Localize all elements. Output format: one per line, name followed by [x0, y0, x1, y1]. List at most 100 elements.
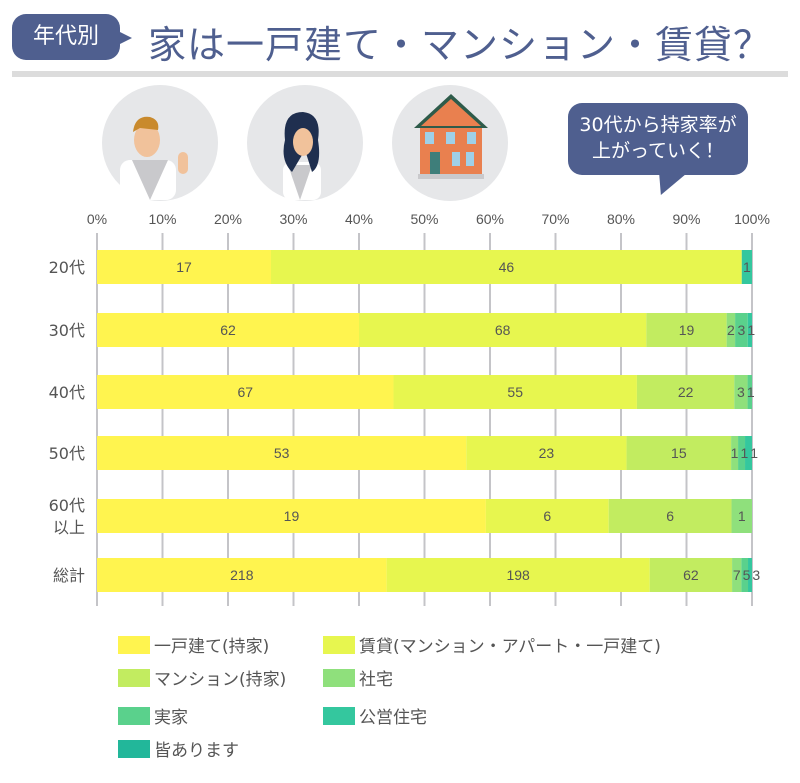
bar-segment: [646, 313, 727, 347]
data-label: 17: [176, 259, 192, 275]
legend-item: 一戸建て(持家): [118, 632, 269, 657]
data-label: 23: [539, 445, 555, 461]
man-avatar-icon: [102, 85, 218, 201]
bar-segment: [626, 436, 732, 470]
data-label: 22: [678, 384, 694, 400]
data-label: 55: [507, 384, 523, 400]
category-label: 以上: [53, 518, 85, 537]
bar-segment: [97, 558, 387, 592]
legend-swatch: [118, 668, 150, 687]
data-label: 1: [747, 384, 755, 400]
data-label: 6: [666, 508, 674, 524]
legend-label: 皆あります: [154, 741, 239, 761]
category-label: 40代: [49, 383, 85, 402]
legend-swatch: [118, 706, 150, 725]
data-label: 19: [679, 322, 695, 338]
legend-label: 賃貸(マンション・アパート・一戸建て): [359, 637, 661, 657]
data-label: 7: [733, 567, 741, 583]
data-label: 62: [220, 322, 236, 338]
x-tick-label: 60%: [476, 211, 504, 227]
legend-swatch: [118, 739, 150, 758]
legend-label: 一戸建て(持家): [154, 637, 270, 657]
legend-label: マンション(持家): [154, 670, 287, 690]
x-tick-label: 70%: [541, 211, 569, 227]
bar-segment: [735, 313, 748, 347]
data-label: 67: [237, 384, 253, 400]
data-label: 6: [543, 508, 551, 524]
category-label: 総計: [53, 566, 85, 585]
x-tick-label: 20%: [214, 211, 242, 227]
legend-item: 皆あります: [118, 736, 239, 761]
data-label: 1: [731, 445, 739, 461]
legend-item: マンション(持家): [118, 665, 286, 690]
bar-segment: [97, 499, 486, 533]
woman-avatar-icon: [247, 85, 363, 201]
legend-label: 実家: [154, 708, 188, 728]
x-tick-label: 0%: [87, 211, 107, 227]
data-label: 15: [671, 445, 687, 461]
callout-bubble: 30代から持家率が 上がっていく！: [568, 103, 748, 175]
data-label: 46: [499, 259, 515, 275]
bar-segment: [745, 436, 752, 470]
category-label: 50代: [49, 444, 85, 463]
bar-segment: [732, 558, 742, 592]
bar-segment: [466, 436, 627, 470]
legend-item: 社宅: [323, 665, 393, 690]
data-label: 62: [683, 567, 699, 583]
x-tick-label: 50%: [410, 211, 438, 227]
data-label: 68: [495, 322, 511, 338]
legend-swatch: [323, 635, 355, 654]
house-icon: [392, 85, 508, 201]
data-label: 1: [738, 508, 746, 524]
data-label: 1: [740, 445, 748, 461]
bar-segment: [748, 558, 752, 592]
bar-segment: [386, 558, 650, 592]
bar-segment: [747, 313, 752, 347]
bar-segment: [485, 499, 609, 533]
data-label: 53: [274, 445, 290, 461]
legend-swatch: [118, 635, 150, 654]
bar-segment: [731, 436, 739, 470]
bar-segment: [649, 558, 733, 592]
legend-label: 公営住宅: [359, 708, 427, 728]
bar-segment: [97, 436, 467, 470]
bar-segment: [359, 313, 647, 347]
bar-segment: [97, 375, 394, 409]
x-tick-label: 90%: [672, 211, 700, 227]
title-divider: [12, 71, 788, 77]
data-label: 19: [284, 508, 300, 524]
data-label: 1: [750, 445, 758, 461]
page-title: 家は一戸建て・マンション・賃貸？: [148, 23, 773, 67]
data-label: 3: [738, 322, 746, 338]
callout-line-2: 上がっていく！: [591, 140, 725, 162]
legend-item: 実家: [118, 703, 188, 728]
data-label: 198: [506, 567, 530, 583]
data-label: 3: [737, 384, 745, 400]
data-label: 1: [743, 259, 751, 275]
category-label: 20代: [49, 258, 85, 277]
category-label: 30代: [49, 321, 85, 340]
x-tick-label: 40%: [345, 211, 373, 227]
x-tick-label: 80%: [607, 211, 635, 227]
bar-segment: [747, 375, 752, 409]
bar-segment: [270, 250, 742, 284]
legend-item: 賃貸(マンション・アパート・一戸建て): [323, 632, 661, 657]
x-tick-label: 100%: [734, 211, 770, 227]
bar-segment: [97, 313, 359, 347]
bar-segment: [97, 250, 271, 284]
data-label: 218: [230, 567, 254, 583]
x-tick-label: 10%: [148, 211, 176, 227]
bar-segment: [393, 375, 637, 409]
legend-label: 社宅: [359, 670, 393, 690]
bar-segment: [726, 313, 736, 347]
legend-swatch: [323, 668, 355, 687]
data-label: 1: [747, 322, 755, 338]
bar-segment: [731, 499, 752, 533]
bar-segment: [741, 558, 749, 592]
x-tick-label: 30%: [279, 211, 307, 227]
data-label: 5: [743, 567, 751, 583]
category-label: 60代: [49, 496, 85, 515]
data-label: 2: [727, 322, 735, 338]
category-badge: 年代別: [12, 14, 132, 60]
